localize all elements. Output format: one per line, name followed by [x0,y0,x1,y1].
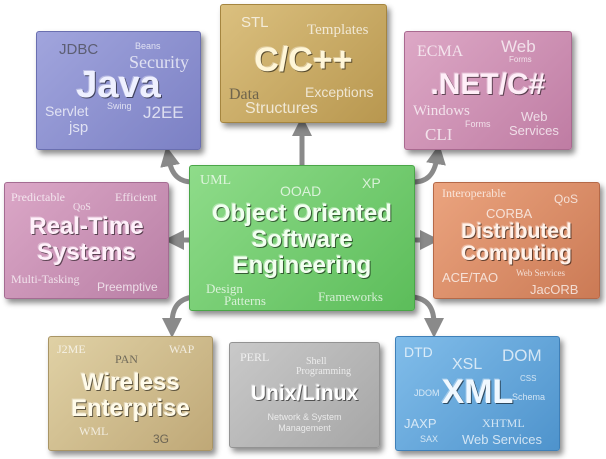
distributed-title-line-2: Computing [461,242,572,265]
keyword-qos: QoS [554,192,579,206]
keyword-structures: Structures [245,100,318,117]
keyword-sax: SAX [420,434,439,444]
arrow-to-net [410,144,446,185]
java-box: JDBC Beans Security Java Servlet Swing j… [36,31,201,150]
xml-title: XML [441,373,514,411]
distributed-box: Interoperable QoS CORBA Distributed Comp… [433,182,600,299]
keyword-patterns: Patterns [224,293,266,308]
keyword-css: CSS [520,374,537,383]
cpp-box: STL Templates C/C++ Data Structures Exce… [220,4,387,123]
keyword-webservices: Web Services [516,268,566,278]
keyword-xhtml: XHTML [482,416,525,430]
distributed-title-line-1: Distributed [461,220,572,243]
keyword-cli: CLI [425,125,453,144]
keyword-web: Web [501,37,536,56]
keyword-acetao: ACE/TAO [442,270,499,285]
keyword-corba: CORBA [486,206,533,221]
keyword-network: Network & System [267,412,342,422]
realtime-title-line-1: Real-Time [29,213,144,240]
keyword-dom: DOM [502,346,542,365]
keyword-ooad: OOAD [280,183,322,199]
keyword-data: Data [229,86,260,103]
xml-box: DTD XSL DOM CSS JDOM Schema XML JAXP XHT… [395,336,560,451]
arrow-to-xml [410,294,444,338]
wireless-title-line-1: Wireless [81,369,180,396]
oose-center-box: UML OOAD XP Object Oriented Software Eng… [189,165,415,311]
keyword-xsl: XSL [452,356,483,373]
keyword-design: Design [206,281,243,296]
keyword-windows: Windows [413,103,470,119]
keyword-exceptions: Exceptions [305,84,374,100]
wireless-box: J2ME WAP PAN Wireless Enterprise WML 3G [48,336,213,451]
keyword-forms2: Forms [465,119,491,129]
wireless-title-line-2: Enterprise [71,395,190,422]
keyword-efficient: Efficient [115,190,157,204]
keyword-xp: XP [362,175,381,191]
keyword-pan: PAN [115,352,138,366]
keyword-jdbc: JDBC [59,41,99,58]
keyword-j2ee: J2EE [143,103,184,122]
keyword-stl: STL [241,14,269,31]
oose-title-line-1: Object Oriented [211,200,393,227]
keyword-preemptive: Preemptive [97,280,158,294]
oose-title-line-3: Engineering [232,252,372,279]
keyword-security: Security [129,52,189,72]
keyword-predictable: Predictable [11,190,65,204]
keyword-templates: Templates [307,22,369,38]
keyword-3g: 3G [153,432,170,446]
unix-title: Unix/Linux [250,382,359,405]
keyword-schema: Schema [512,392,546,402]
keyword-interoperable: Interoperable [442,186,506,200]
net-box: ECMA Web Forms .NET/C# Windows Forms CLI… [404,31,572,150]
keyword-j2me: J2ME [57,342,86,356]
keyword-jaxp: JAXP [404,416,437,431]
keyword-dtd: DTD [404,344,433,360]
keyword-programming: Programming [296,366,351,377]
keyword-servlet: Servlet [45,103,89,119]
keyword-qos: QoS [73,202,91,213]
keyword-swing: Swing [107,101,132,111]
keyword-web2: Web [521,109,548,124]
realtime-title-line-2: Systems [37,239,136,266]
keyword-forms: Forms [509,55,532,64]
keyword-beans: Beans [135,41,161,51]
keyword-management: Management [278,423,331,433]
keyword-perl: PERL [240,350,270,364]
cpp-title: C/C++ [254,41,353,79]
oose-title-line-2: Software [251,226,353,253]
realtime-box: Predictable Efficient QoS Real-Time Syst… [4,182,169,299]
keyword-shell: Shell [306,356,327,367]
keyword-ecma: ECMA [417,43,464,60]
keyword-wml: WML [79,424,109,438]
keyword-services: Services [509,123,559,138]
keyword-frameworks: Frameworks [318,289,383,304]
keyword-jdom: JDOM [414,388,440,398]
keyword-jacorb: JacORB [530,282,579,297]
keyword-webservices: Web Services [462,432,542,447]
keyword-uml: UML [200,173,232,188]
keyword-jsp: jsp [69,119,89,136]
net-title: .NET/C# [430,68,546,101]
unix-box: PERL Shell Programming Unix/Linux Networ… [229,342,380,448]
keyword-multitasking: Multi-Tasking [11,272,80,286]
java-title: Java [76,64,161,106]
keyword-wap: WAP [169,342,195,356]
